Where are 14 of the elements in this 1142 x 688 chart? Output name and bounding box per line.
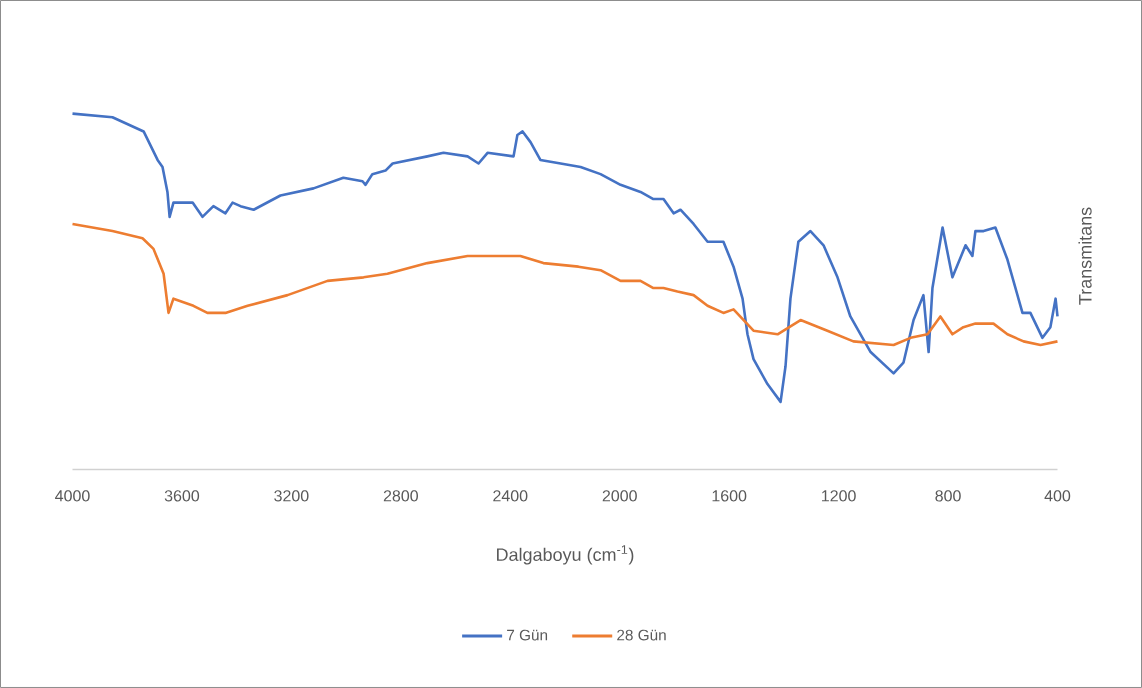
x-axis-title: Dalgaboyu (cm$^{-1}$) <box>497 545 634 565</box>
x-tick-label: 400 <box>1044 490 1071 502</box>
x-tick-label: 800 <box>935 490 961 502</box>
x-tick-label: 4000 <box>55 490 90 502</box>
legend-label: 28 Gün <box>617 629 666 641</box>
x-tick-label: 1200 <box>822 490 856 502</box>
x-tick-label: 2000 <box>602 490 637 502</box>
x-tick-label: 2400 <box>493 490 528 502</box>
x-tick-label: 1600 <box>712 490 747 502</box>
legend-label: 7 Gün <box>507 629 548 641</box>
x-tick-label: 2800 <box>383 490 418 502</box>
x-tick-label: 3200 <box>274 490 309 502</box>
y-axis-title: Transmitans <box>1078 207 1092 305</box>
x-tick-label: 3600 <box>164 490 200 502</box>
